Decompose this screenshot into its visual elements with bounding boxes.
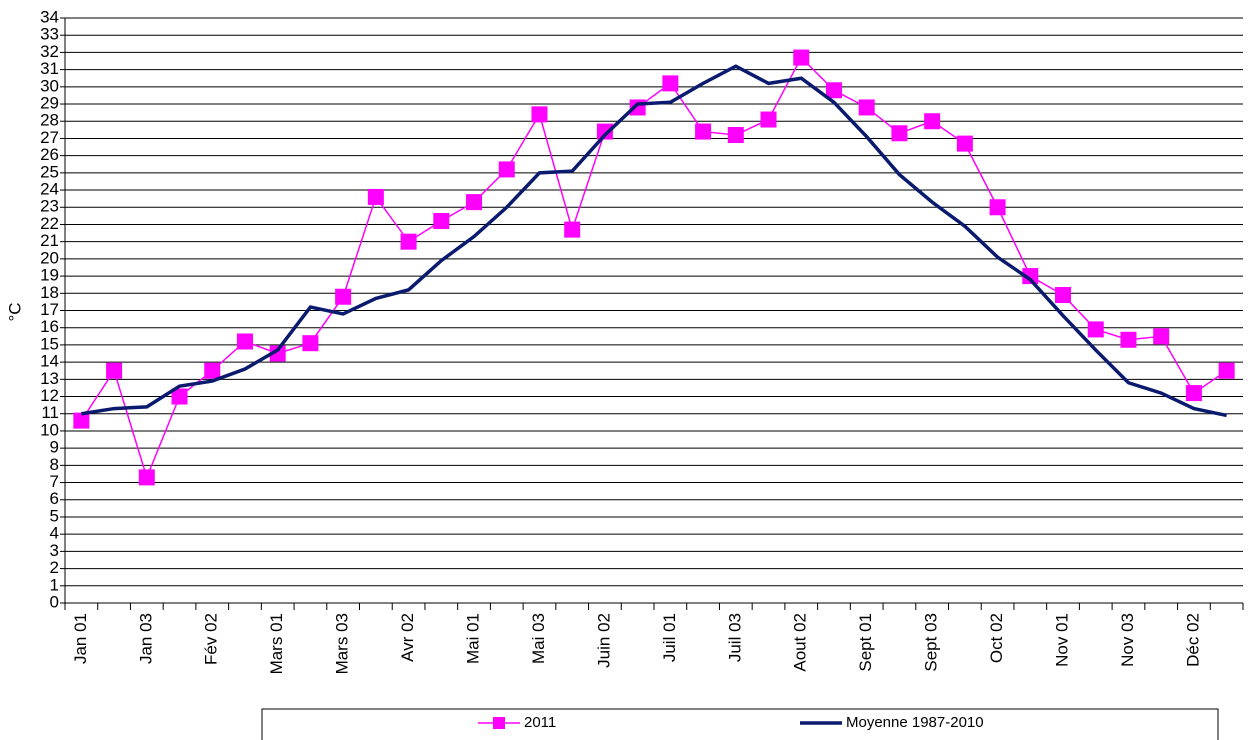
x-tick-label: Jan 01: [71, 613, 90, 664]
marker: [302, 335, 319, 352]
marker: [73, 412, 90, 429]
x-tick-label: Déc 02: [1183, 613, 1202, 667]
y-tick-label: 5: [50, 506, 59, 525]
series-line: [80, 56, 1228, 480]
y-tick-label: 23: [40, 197, 59, 216]
marker: [695, 123, 712, 140]
x-tick-label: Jan 03: [136, 613, 155, 664]
marker: [335, 288, 352, 305]
marker: [367, 188, 384, 205]
x-tick-label: Juin 02: [594, 613, 613, 668]
y-tick-label: 13: [40, 369, 59, 388]
y-tick-label: 29: [40, 94, 59, 113]
y-tick-label: 28: [40, 111, 59, 130]
y-tick-label: 31: [40, 59, 59, 78]
marker: [433, 213, 450, 230]
marker: [138, 469, 155, 486]
y-axis-label: °C: [5, 302, 24, 321]
marker: [1055, 287, 1072, 304]
y-tick-label: 4: [50, 524, 59, 543]
y-tick-label: 34: [40, 7, 59, 26]
marker: [956, 135, 973, 152]
marker: [793, 49, 810, 66]
x-tick-label: Sept 03: [922, 613, 941, 672]
marker: [727, 127, 744, 143]
x-tick-label: Mai 03: [529, 613, 548, 664]
marker: [269, 345, 286, 362]
marker: [1087, 321, 1104, 338]
legend-marker: [493, 717, 505, 729]
marker: [564, 221, 581, 238]
y-tick-label: 18: [40, 283, 59, 302]
y-tick-label: 10: [40, 420, 59, 439]
x-tick-label: Avr 02: [398, 613, 417, 662]
y-tick-label: 24: [40, 180, 59, 199]
x-tick-label: Juil 01: [660, 613, 679, 662]
marker: [1120, 331, 1137, 348]
marker: [662, 75, 679, 92]
y-tick-label: 25: [40, 162, 59, 181]
legend-label: Moyenne 1987-2010: [846, 714, 984, 731]
x-tick-label: Juil 03: [725, 613, 744, 662]
legend-label: 2011: [524, 714, 556, 731]
marker: [891, 125, 908, 142]
y-tick-label: 9: [50, 438, 59, 457]
marker: [1185, 385, 1202, 402]
marker: [498, 161, 515, 178]
y-tick-label: 33: [40, 25, 59, 44]
marker: [236, 333, 253, 350]
y-tick-label: 27: [40, 128, 59, 147]
marker: [989, 199, 1006, 216]
x-tick-label: Nov 03: [1118, 613, 1137, 667]
marker: [106, 362, 123, 379]
marker: [171, 388, 188, 405]
y-tick-label: 8: [50, 455, 59, 474]
marker: [1022, 268, 1039, 285]
marker: [1218, 362, 1235, 379]
y-tick-label: 2: [50, 558, 59, 577]
y-tick-label: 7: [50, 472, 59, 491]
y-tick-label: 1: [50, 575, 59, 594]
x-tick-label: Oct 02: [987, 613, 1006, 663]
y-tick-label: 15: [40, 334, 59, 353]
marker: [596, 123, 613, 140]
y-tick-label: 19: [40, 266, 59, 285]
marker: [466, 194, 483, 211]
y-tick-label: 30: [40, 76, 59, 95]
marker: [531, 106, 548, 123]
marker: [825, 82, 842, 99]
y-tick-label: 21: [40, 231, 59, 250]
legend-box: [261, 708, 1219, 740]
y-tick-label: 26: [40, 145, 59, 164]
x-tick-label: Mai 01: [464, 613, 483, 664]
x-tick-label: Fév 02: [202, 613, 221, 665]
y-tick-label: 14: [40, 352, 59, 371]
y-tick-label: 12: [40, 386, 59, 405]
y-tick-label: 3: [50, 541, 59, 560]
y-tick-label: 0: [50, 592, 59, 611]
y-tick-label: 17: [40, 300, 59, 319]
x-tick-label: Nov 01: [1053, 613, 1072, 667]
y-tick-label: 22: [40, 214, 59, 233]
marker: [204, 362, 221, 379]
y-tick-label: 6: [50, 489, 59, 508]
marker: [1153, 328, 1170, 345]
marker: [924, 113, 941, 130]
y-tick-label: 11: [41, 403, 59, 422]
x-tick-label: Aout 02: [791, 613, 810, 672]
y-tick-label: 16: [40, 317, 59, 336]
y-tick-label: 32: [40, 42, 59, 61]
x-tick-label: Mars 03: [333, 613, 352, 674]
x-tick-label: Mars 01: [267, 613, 286, 674]
marker: [760, 111, 777, 128]
marker: [400, 233, 417, 250]
x-tick-label: Sept 01: [856, 613, 875, 672]
y-tick-label: 20: [40, 248, 59, 267]
marker: [858, 99, 875, 116]
series-line: [81, 64, 1228, 418]
